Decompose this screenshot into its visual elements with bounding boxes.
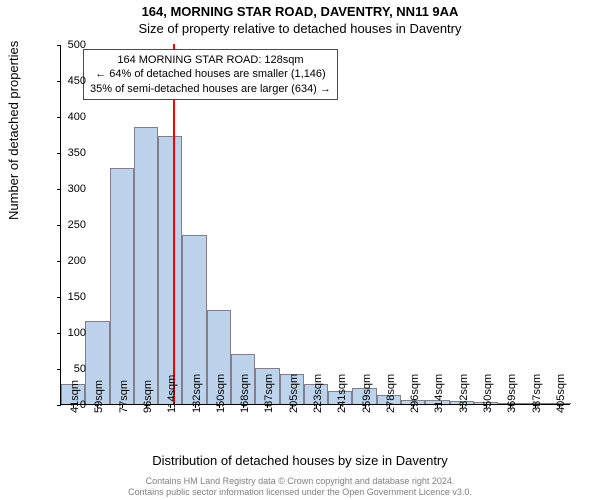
annotation-box: 164 MORNING STAR ROAD: 128sqm← 64% of de… xyxy=(83,49,338,100)
ytick-label: 200 xyxy=(46,255,86,267)
histogram-bar xyxy=(110,168,134,404)
ytick-label: 350 xyxy=(46,147,86,159)
title-main: 164, MORNING STAR ROAD, DAVENTRY, NN11 9… xyxy=(0,0,600,19)
footer-line-2: Contains public sector information licen… xyxy=(0,487,600,498)
annotation-line: 35% of semi-detached houses are larger (… xyxy=(90,82,331,96)
annotation-line: 164 MORNING STAR ROAD: 128sqm xyxy=(90,53,331,67)
title-sub: Size of property relative to detached ho… xyxy=(0,19,600,36)
footer-line-1: Contains HM Land Registry data © Crown c… xyxy=(0,476,600,487)
ytick-label: 400 xyxy=(46,111,86,123)
footer-attribution: Contains HM Land Registry data © Crown c… xyxy=(0,476,600,498)
ytick-label: 300 xyxy=(46,183,86,195)
histogram-bar xyxy=(158,136,182,404)
ytick-label: 500 xyxy=(46,39,86,51)
plot-area: 164 MORNING STAR ROAD: 128sqm← 64% of de… xyxy=(60,45,570,405)
ytick-label: 100 xyxy=(46,327,86,339)
chart-container: 164, MORNING STAR ROAD, DAVENTRY, NN11 9… xyxy=(0,0,600,500)
histogram-bar xyxy=(134,127,158,404)
ytick-label: 450 xyxy=(46,75,86,87)
ytick-label: 50 xyxy=(46,363,86,375)
ytick-label: 150 xyxy=(46,291,86,303)
ytick-label: 250 xyxy=(46,219,86,231)
annotation-line: ← 64% of detached houses are smaller (1,… xyxy=(90,67,331,81)
y-axis-label: Number of detached properties xyxy=(6,41,21,220)
x-axis-label: Distribution of detached houses by size … xyxy=(0,453,600,468)
